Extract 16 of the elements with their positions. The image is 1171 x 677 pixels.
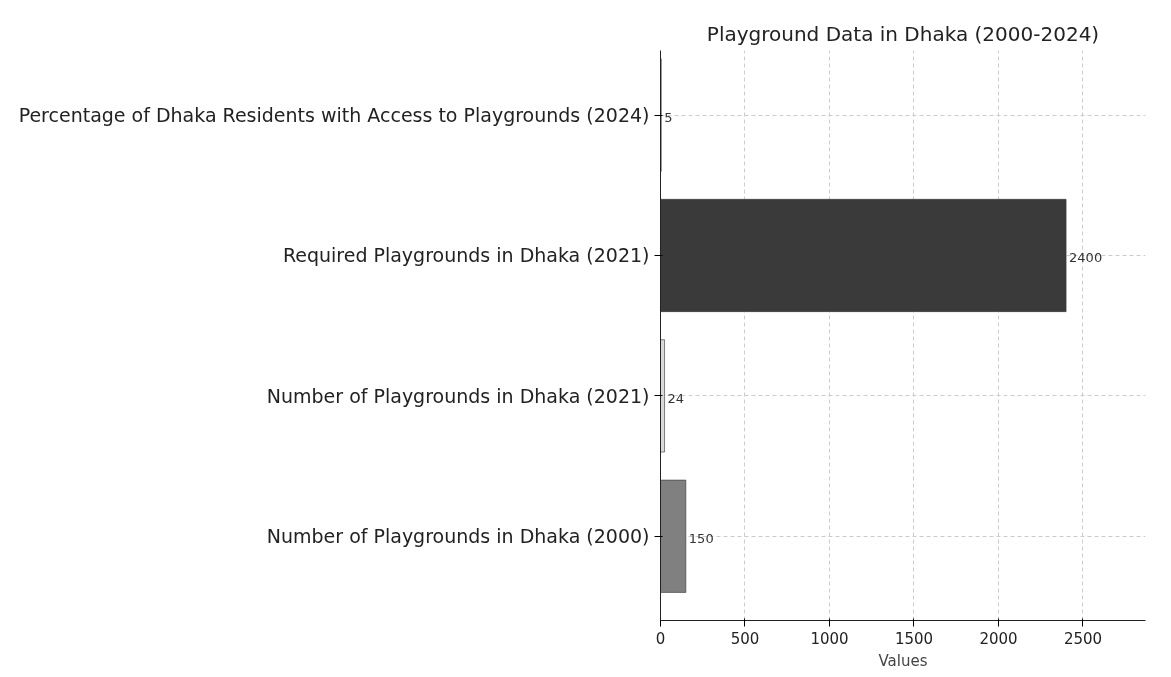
data-label: 2400 xyxy=(1069,250,1103,266)
x-tick-label: 0 xyxy=(655,629,666,648)
chart-title: Playground Data in Dhaka (2000-2024) xyxy=(706,21,1100,46)
x-axis-title: Values xyxy=(878,651,928,670)
x-tick-label: 1500 xyxy=(894,629,934,648)
data-label: 5 xyxy=(664,110,673,126)
x-tick-label: 2000 xyxy=(979,629,1018,648)
data-label: 150 xyxy=(688,531,714,547)
data-label: 24 xyxy=(667,390,685,406)
x-tick-label: 1000 xyxy=(810,629,849,648)
y-tick-label: Required Playgrounds in Dhaka (2021) xyxy=(282,244,650,267)
x-tick-label: 2500 xyxy=(1063,629,1103,648)
y-tick-label: Percentage of Dhaka Residents with Access to Playgrounds (2024) xyxy=(18,104,650,127)
y-tick-label: Number of Playgrounds in Dhaka (2021) xyxy=(266,384,650,407)
y-tick-label: Number of Playgrounds in Dhaka (2000) xyxy=(266,525,650,548)
x-tick-label: 500 xyxy=(730,629,760,648)
